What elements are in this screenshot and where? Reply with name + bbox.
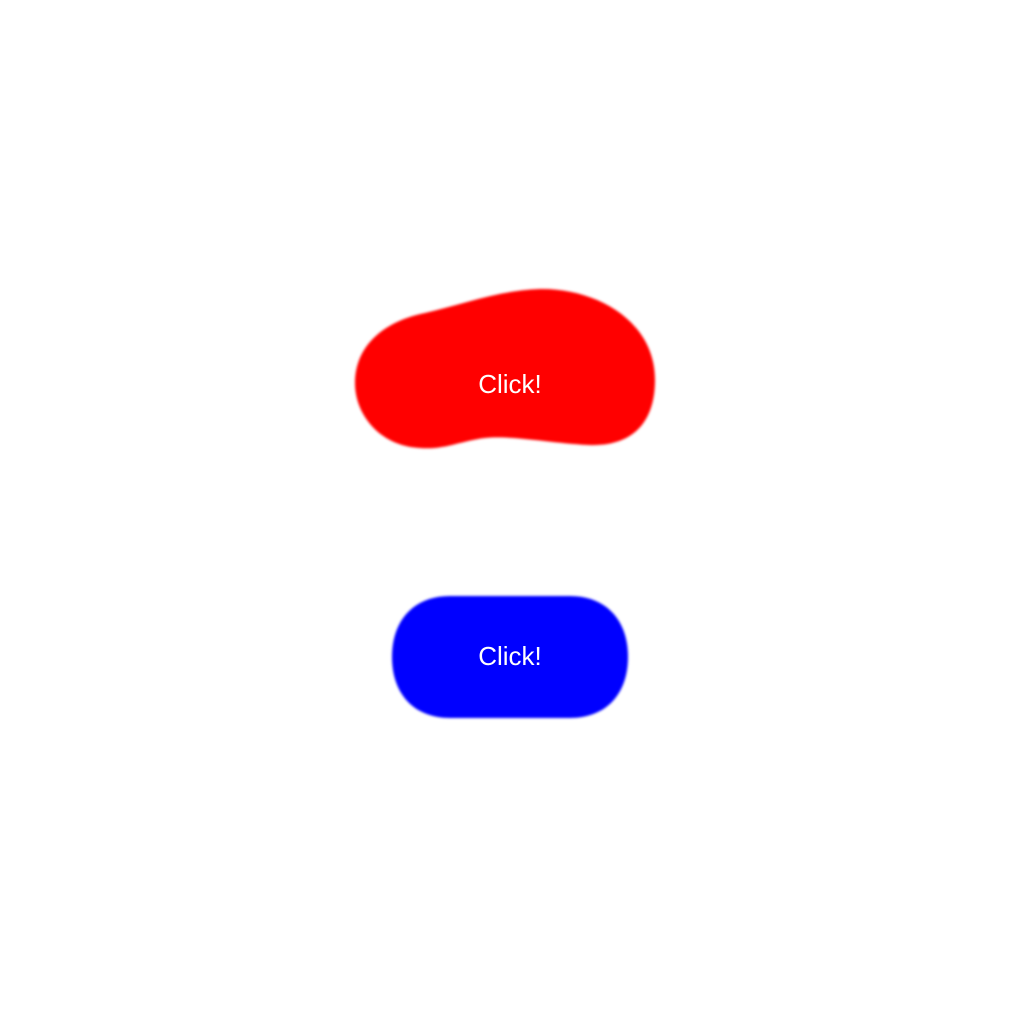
- red-blob-button[interactable]: Click!: [350, 285, 660, 455]
- blue-pill-button[interactable]: Click!: [388, 592, 632, 722]
- blue-button-label: Click!: [478, 641, 542, 671]
- red-button-label: Click!: [478, 369, 542, 399]
- blue-pill-shape: Click!: [392, 596, 628, 718]
- red-blob-shape: Click!: [355, 288, 655, 449]
